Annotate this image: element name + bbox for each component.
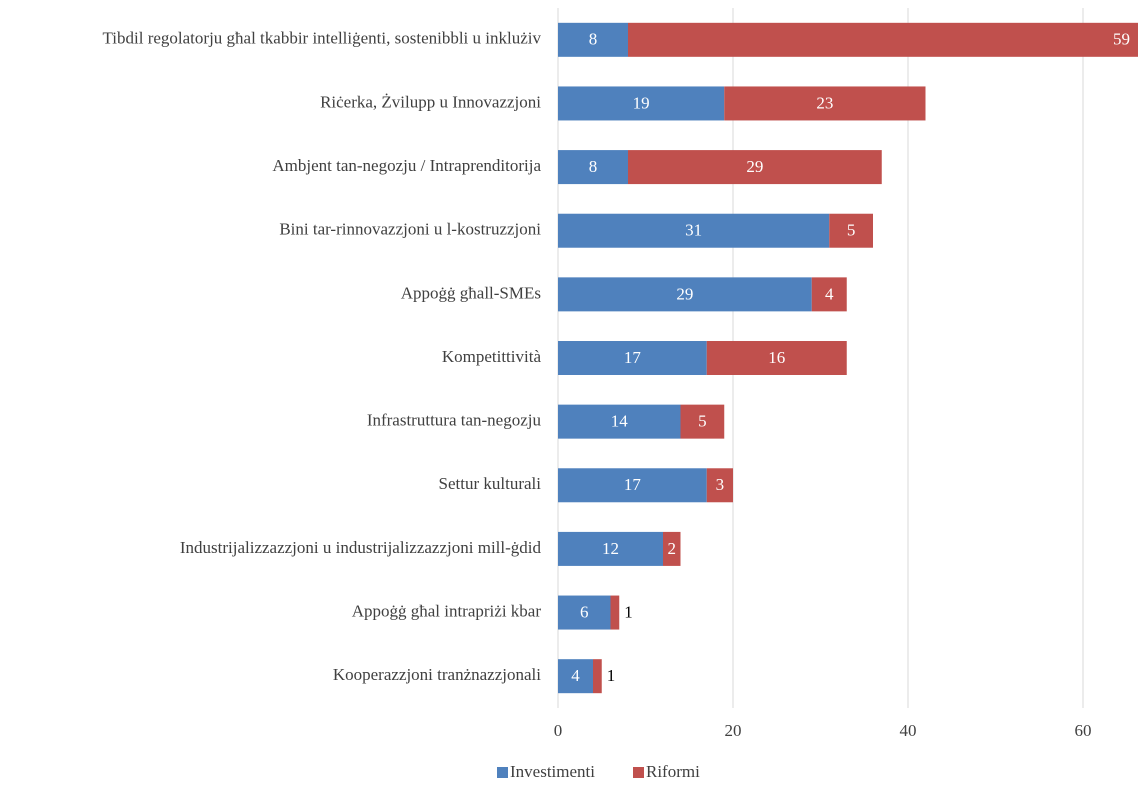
legend-swatch: [633, 767, 644, 778]
data-label: 14: [611, 412, 629, 431]
x-tick-label: 0: [554, 721, 563, 740]
bar-segment: [680, 404, 725, 439]
data-label: 5: [698, 412, 707, 431]
data-label: 1: [607, 666, 616, 685]
data-label: 23: [816, 93, 833, 112]
y-tick-label: Appoġġ għal intrapriżi kbar: [352, 601, 542, 620]
bar-segment: [558, 595, 611, 630]
data-label: 4: [825, 284, 834, 303]
bar-segment: [829, 213, 873, 248]
bars: [558, 22, 1138, 694]
data-label: 19: [633, 93, 650, 112]
bar-segment: [558, 86, 725, 121]
bar-segment: [706, 468, 733, 503]
y-tick-label: Ambjent tan-negozju / Intraprenditorija: [272, 156, 541, 175]
data-label: 5: [847, 221, 856, 240]
data-label: 31: [685, 221, 702, 240]
x-tick-label: 40: [900, 721, 917, 740]
bar-segment: [558, 659, 593, 694]
data-label: 3: [716, 475, 725, 494]
y-tick-label: Kooperazzjoni tranżnazzjonali: [333, 665, 541, 684]
data-label: 59: [1113, 30, 1130, 49]
data-label: 1: [624, 602, 633, 621]
bar-segment: [811, 277, 847, 312]
legend-label: Investimenti: [510, 762, 595, 781]
y-tick-label: Appoġġ għall-SMEs: [401, 283, 541, 302]
data-label: 29: [676, 284, 693, 303]
data-label: 2: [668, 539, 677, 558]
bar-segment: [724, 86, 926, 121]
y-tick-label: Settur kulturali: [439, 474, 542, 493]
bar-segment: [558, 213, 830, 248]
bar-segment: [558, 277, 812, 312]
bar-segment: [558, 341, 707, 375]
data-label: 12: [602, 539, 619, 558]
bar-segment: [706, 341, 847, 375]
bar-segment: [558, 150, 628, 185]
x-tick-label: 20: [725, 721, 742, 740]
bar-segment: [628, 22, 1138, 57]
bar-segment: [593, 659, 602, 694]
x-tick-label: 60: [1075, 721, 1092, 740]
legend-swatch: [497, 767, 508, 778]
y-tick-label: Kompetittività: [442, 347, 542, 366]
y-tick-label: Infrastruttura tan-negozju: [367, 411, 542, 430]
legend-label: Riformi: [646, 762, 700, 781]
data-label: 4: [571, 666, 580, 685]
data-label: 6: [580, 602, 589, 621]
y-tick-label: Riċerka, Żvilupp u Innovazzjoni: [320, 92, 541, 111]
y-tick-label: Industrijalizzazzjoni u industrijalizzaz…: [180, 538, 542, 557]
bar-segment: [558, 531, 663, 566]
bar-segment: [663, 531, 681, 566]
bar-segment: [558, 22, 628, 57]
y-tick-label: Tibdil regolatorju għal tkabbir intelliġ…: [103, 29, 542, 48]
bar-segment: [558, 404, 681, 439]
bar-segment: [610, 595, 620, 630]
y-tick-label: Bini tar-rinnovazzjoni u l-kostruzzjoni: [279, 220, 541, 239]
data-label: 17: [624, 475, 642, 494]
data-label: 17: [624, 348, 642, 367]
bar-segment: [558, 468, 707, 503]
bar-segment: [628, 150, 882, 185]
labels: 0 20 40 60 Tibdil regolatorju għal tkabbir i…: [103, 29, 1131, 781]
data-label: 8: [589, 30, 598, 49]
data-label: 16: [768, 348, 785, 367]
data-label: 8: [589, 157, 598, 176]
data-label: 29: [746, 157, 763, 176]
